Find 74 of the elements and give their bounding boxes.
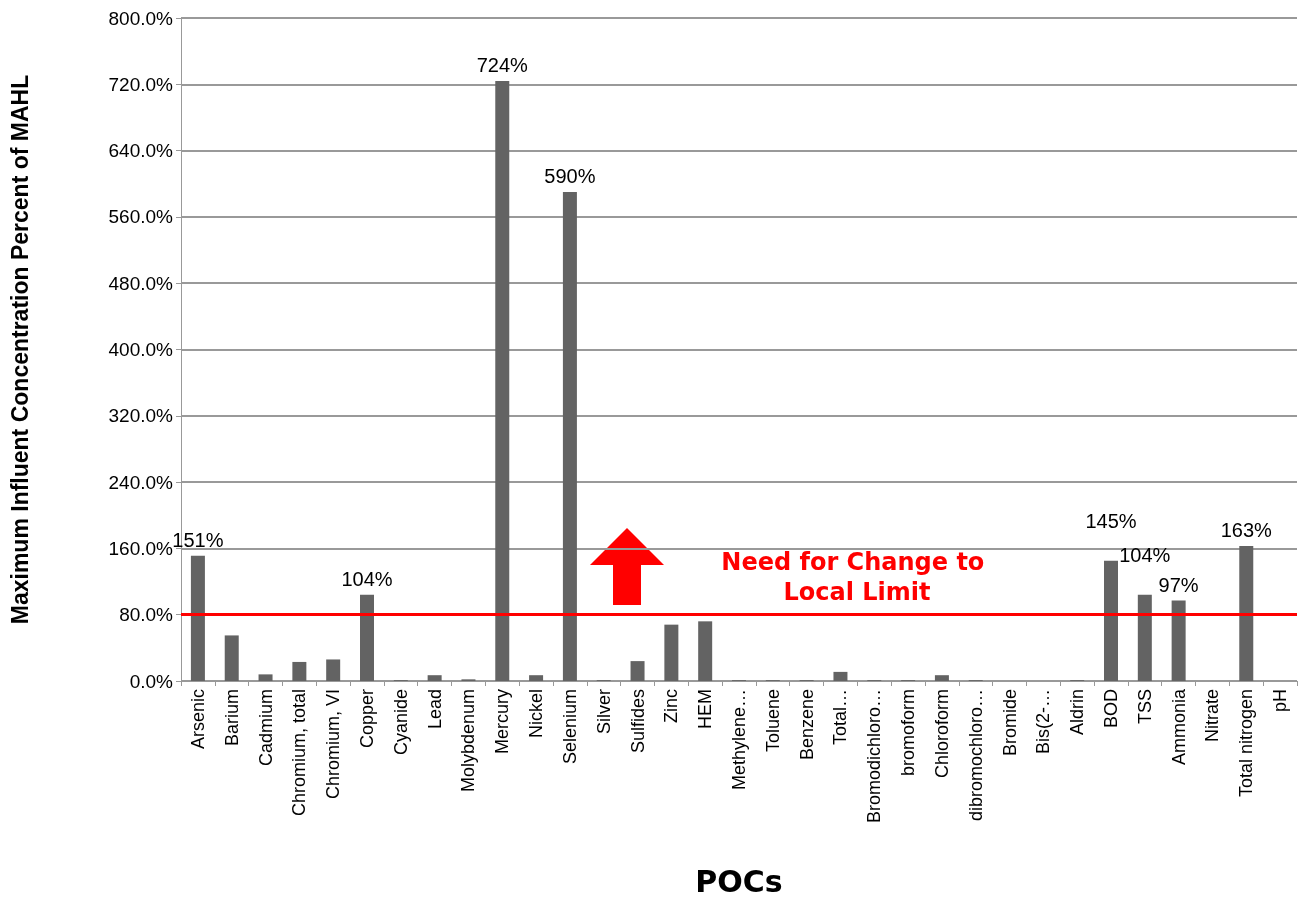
bar [427, 675, 442, 681]
bar [360, 594, 374, 681]
x-tick-label: Nitrate [1202, 689, 1223, 743]
bar [1239, 545, 1254, 681]
y-tick-label: 80.0% [119, 604, 174, 626]
bar [292, 661, 307, 681]
y-tick-label: 720.0% [108, 73, 174, 95]
y-tick-label: 0.0% [129, 670, 174, 692]
x-tick-label: Arsenic [187, 689, 208, 750]
bar [664, 624, 679, 681]
bar [562, 192, 577, 681]
y-tick-label: 640.0% [108, 140, 174, 162]
y-tick-label: 400.0% [108, 339, 174, 360]
x-tick-label: BOD [1101, 689, 1121, 729]
x-tick-label: Molybdenum [458, 689, 479, 793]
x-tick-label: Bromide [999, 689, 1020, 757]
y-tick-label: 560.0% [108, 206, 174, 228]
bar [326, 659, 341, 681]
data-label: 104% [341, 567, 393, 590]
x-tick-label: TSS [1134, 689, 1155, 725]
bar [1104, 560, 1118, 681]
x-tick-label: Total nitrogen [1236, 689, 1257, 798]
bar [258, 674, 273, 681]
bar [698, 621, 713, 681]
bar [1137, 594, 1152, 681]
x-tick-label: Barium [221, 689, 242, 747]
data-label: 163% [1220, 518, 1273, 541]
x-tick-label: Sulfides [627, 689, 648, 754]
x-tick-label: pH [1270, 689, 1291, 713]
x-tick-label: bromoform [898, 689, 919, 777]
y-tick-label: 320.0% [108, 405, 174, 427]
x-tick-label: Methylene… [729, 689, 749, 791]
ref-line-label: Need for Change to Local Limit [721, 547, 993, 606]
bar [529, 675, 544, 681]
y-tick-label: 240.0% [108, 471, 174, 493]
x-tick-label: Aldrin [1067, 689, 1088, 736]
x-tick-label: Mercury [492, 689, 513, 755]
bar [495, 80, 510, 681]
x-tick-label: Ammonia [1168, 688, 1189, 766]
bar [224, 635, 239, 681]
x-tick-label: Nickel [526, 689, 547, 739]
x-tick-label: Chloroform [931, 689, 952, 779]
x-tick-label: Selenium [559, 689, 580, 765]
x-tick-label: Toluene [762, 689, 783, 753]
y-tick-label: 800.0% [108, 7, 174, 29]
data-label: 104% [1119, 543, 1171, 566]
x-tick-label: Cyanide [390, 689, 411, 756]
x-tick-label: Chromium, VI [323, 689, 344, 800]
y-tick-label: 480.0% [108, 272, 174, 294]
x-tick-label: Lead [424, 689, 445, 730]
bar [833, 671, 848, 681]
x-tick-label: Silver [593, 689, 614, 735]
data-label: 590% [544, 165, 596, 188]
bar [934, 675, 949, 681]
x-tick-label: Chromium, total [289, 689, 310, 817]
x-tick-label: Bis(2-… [1033, 689, 1054, 755]
x-tick-label: Copper [357, 689, 377, 749]
x-tick-label: HEM [695, 689, 716, 729]
y-axis-title: Maximum Influent Concentration Percent of MAHL [6, 74, 33, 625]
x-tick-label: Benzene [796, 689, 817, 761]
data-label: 151% [172, 528, 224, 551]
data-label: 97% [1158, 573, 1199, 596]
data-label: 145% [1085, 509, 1137, 532]
data-label: 724% [476, 53, 529, 76]
bar [1171, 600, 1186, 681]
y-tick-label: 160.0% [108, 537, 174, 559]
x-tick-label: Cadmium [255, 689, 276, 767]
x-tick-label: dibromochloro… [965, 689, 986, 822]
bar [190, 555, 205, 681]
x-tick-label: Total… [830, 689, 851, 746]
x-axis-title: POCs [695, 863, 783, 899]
x-tick-label: Bromodichloro… [864, 689, 885, 824]
bar [630, 661, 645, 681]
x-tick-label: Zinc [661, 689, 682, 724]
